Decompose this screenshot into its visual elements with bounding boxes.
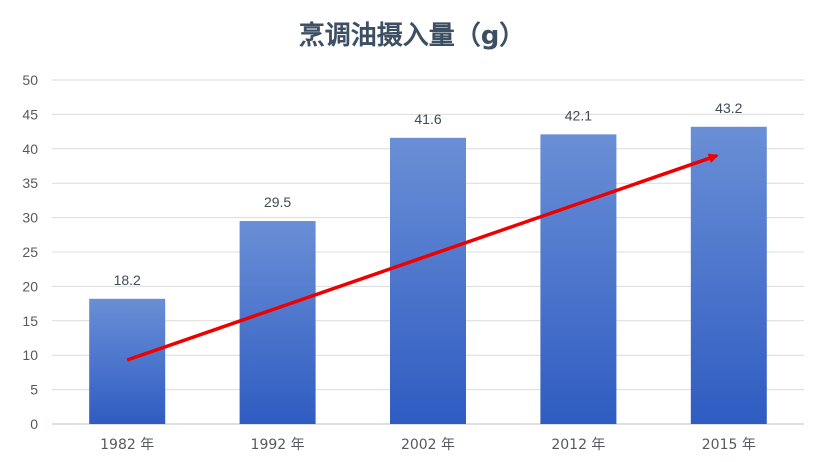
y-tick-label: 30 — [22, 210, 38, 226]
y-tick-label: 15 — [22, 313, 38, 329]
y-tick-label: 25 — [22, 244, 38, 260]
trend-arrow — [126, 153, 719, 362]
y-tick-label: 35 — [22, 175, 38, 191]
bar — [89, 298, 166, 424]
x-tick-label: 2012 年 — [551, 437, 605, 453]
x-tick-label: 2015 年 — [702, 437, 756, 453]
y-tick-label: 5 — [30, 382, 38, 398]
data-label: 18.2 — [114, 272, 141, 288]
data-label: 41.6 — [414, 111, 441, 127]
y-tick-label: 20 — [22, 278, 38, 294]
data-label: 42.1 — [565, 107, 592, 123]
bar — [390, 137, 466, 425]
x-tick-label: 2002 年 — [401, 437, 455, 453]
data-label: 43.2 — [715, 100, 742, 116]
bar — [540, 134, 617, 425]
y-tick-label: 45 — [22, 106, 38, 122]
y-tick-label: 40 — [22, 141, 38, 157]
bar — [690, 126, 767, 424]
x-tick-label: 1982 年 — [100, 437, 154, 453]
y-tick-label: 10 — [22, 347, 38, 363]
y-tick-label: 0 — [30, 416, 38, 432]
y-tick-label: 50 — [22, 72, 38, 88]
x-tick-label: 1992 年 — [251, 437, 305, 453]
bar — [239, 221, 316, 424]
chart-title: 烹调油摄入量（g） — [299, 20, 526, 51]
data-label: 29.5 — [264, 194, 291, 210]
